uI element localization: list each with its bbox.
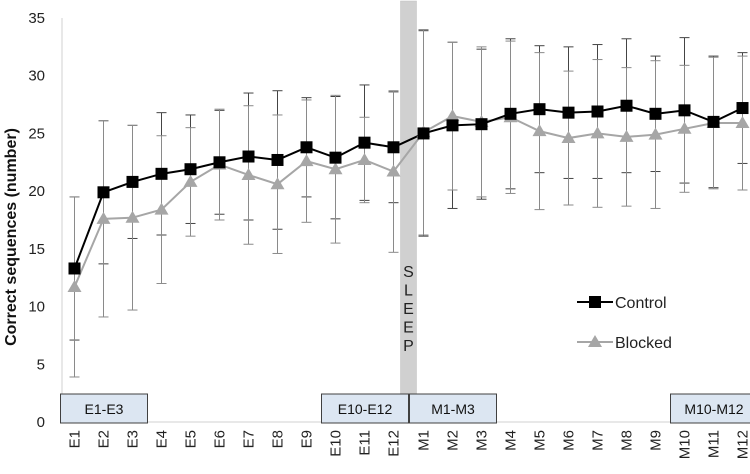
x-tick-label: E11	[357, 430, 374, 456]
x-tick-label: M7	[590, 430, 607, 451]
y-axis-label: Correct sequences (number)	[3, 128, 20, 346]
data-point-control	[504, 107, 517, 120]
data-point-control	[68, 262, 81, 275]
sleep-bar	[400, 0, 417, 423]
data-point-control	[155, 167, 168, 180]
data-point-control	[329, 151, 342, 164]
data-point-blocked	[67, 279, 82, 292]
data-point-control	[126, 175, 139, 188]
data-point-blocked	[648, 127, 663, 140]
data-point-blocked	[241, 167, 256, 180]
legend: Control Blocked	[577, 295, 672, 352]
phase-box-label: E1-E3	[85, 401, 124, 417]
legend-label: Control	[615, 295, 667, 312]
y-tick-label: 0	[37, 414, 45, 431]
legend-marker	[589, 296, 601, 308]
legend-item-control: Control	[577, 295, 667, 312]
data-point-blocked	[386, 164, 401, 177]
data-point-blocked	[183, 174, 198, 187]
y-tick-label: 20	[28, 183, 45, 200]
data-point-control	[242, 150, 255, 163]
data-point-blocked	[125, 210, 140, 223]
data-point-blocked	[590, 126, 605, 139]
data-point-control	[446, 119, 459, 132]
y-tick-label: 5	[37, 356, 45, 373]
phase-box-label: M1-M3	[431, 401, 475, 417]
x-tick-label: M8	[619, 430, 636, 451]
x-tick-label: M2	[445, 430, 462, 451]
data-point-control	[213, 156, 226, 169]
x-tick-label: M12	[735, 430, 750, 459]
data-point-blocked	[328, 162, 343, 175]
x-tick-label: M5	[532, 430, 549, 451]
phase-box-label: E10-E12	[338, 401, 393, 417]
data-point-blocked	[357, 152, 372, 165]
x-tick-label: M4	[503, 430, 520, 451]
data-point-control	[358, 136, 371, 149]
data-point-control	[649, 107, 662, 120]
y-axis: 0 5 10 15 20 25 30 35	[28, 10, 63, 431]
legend-marker	[588, 335, 602, 347]
phase-box: M10-M12	[670, 393, 750, 424]
data-point-control	[562, 106, 575, 119]
data-point-control	[533, 103, 546, 116]
data-point-control	[300, 141, 313, 154]
data-point-blocked	[96, 211, 111, 224]
data-point-blocked	[619, 129, 634, 142]
data-point-blocked	[561, 131, 576, 144]
phase-box: E10-E12	[321, 393, 409, 424]
x-tick-label: E7	[241, 430, 258, 448]
data-point-blocked	[445, 109, 460, 122]
data-point-control	[184, 163, 197, 176]
data-point-blocked	[735, 116, 750, 129]
data-point-control	[475, 118, 488, 131]
data-point-blocked	[154, 202, 169, 215]
x-axis: E1 E2 E3 E4 E5 E6 E7 E8 E9 E10 E11 E12 M1 M2 M3 M4 M5 M6 M…	[62, 421, 750, 459]
x-tick-label: M1	[416, 430, 433, 451]
x-tick-label: M10	[677, 430, 694, 459]
y-tick-label: 30	[28, 68, 45, 85]
data-point-control	[417, 127, 430, 140]
data-point-control	[678, 104, 691, 117]
x-tick-label: E3	[125, 430, 142, 448]
x-tick-label: E2	[96, 430, 113, 448]
y-tick-label: 10	[28, 299, 45, 316]
data-point-blocked	[299, 154, 314, 167]
x-tick-label: M9	[648, 430, 665, 451]
data-point-control	[97, 186, 110, 199]
x-tick-label: M3	[474, 430, 491, 451]
y-tick-label: 15	[28, 241, 45, 258]
x-tick-label: M6	[561, 430, 578, 451]
data-point-blocked	[532, 124, 547, 137]
legend-item-blocked: Blocked	[577, 335, 672, 352]
data-point-control	[271, 153, 284, 166]
data-point-blocked	[677, 121, 692, 134]
data-point-blocked	[270, 177, 285, 190]
y-tick-label: 35	[28, 10, 45, 27]
x-tick-label: E9	[299, 430, 316, 448]
x-tick-label: E4	[154, 430, 171, 448]
y-tick-label: 25	[28, 125, 45, 142]
x-tick-label: E8	[270, 430, 287, 448]
phase-box-label: M10-M12	[684, 401, 743, 417]
x-tick-label: M11	[706, 430, 723, 458]
data-point-control	[736, 102, 749, 115]
series-markers	[67, 99, 750, 292]
data-point-control	[591, 105, 604, 118]
x-tick-label: E5	[183, 430, 200, 448]
x-tick-label: E6	[212, 430, 229, 448]
x-tick-label: E10	[328, 430, 345, 457]
data-point-control	[387, 141, 400, 154]
x-tick-label: E1	[67, 430, 84, 448]
x-tick-label: E12	[386, 430, 403, 457]
data-point-control	[707, 115, 720, 128]
data-point-control	[620, 99, 633, 112]
phase-box: E1-E3	[60, 393, 148, 424]
phase-boxes: E1-E3 E10-E12 M1-M3 M10-M12	[60, 393, 750, 424]
phase-box: M1-M3	[409, 393, 497, 424]
legend-label: Blocked	[615, 335, 672, 352]
